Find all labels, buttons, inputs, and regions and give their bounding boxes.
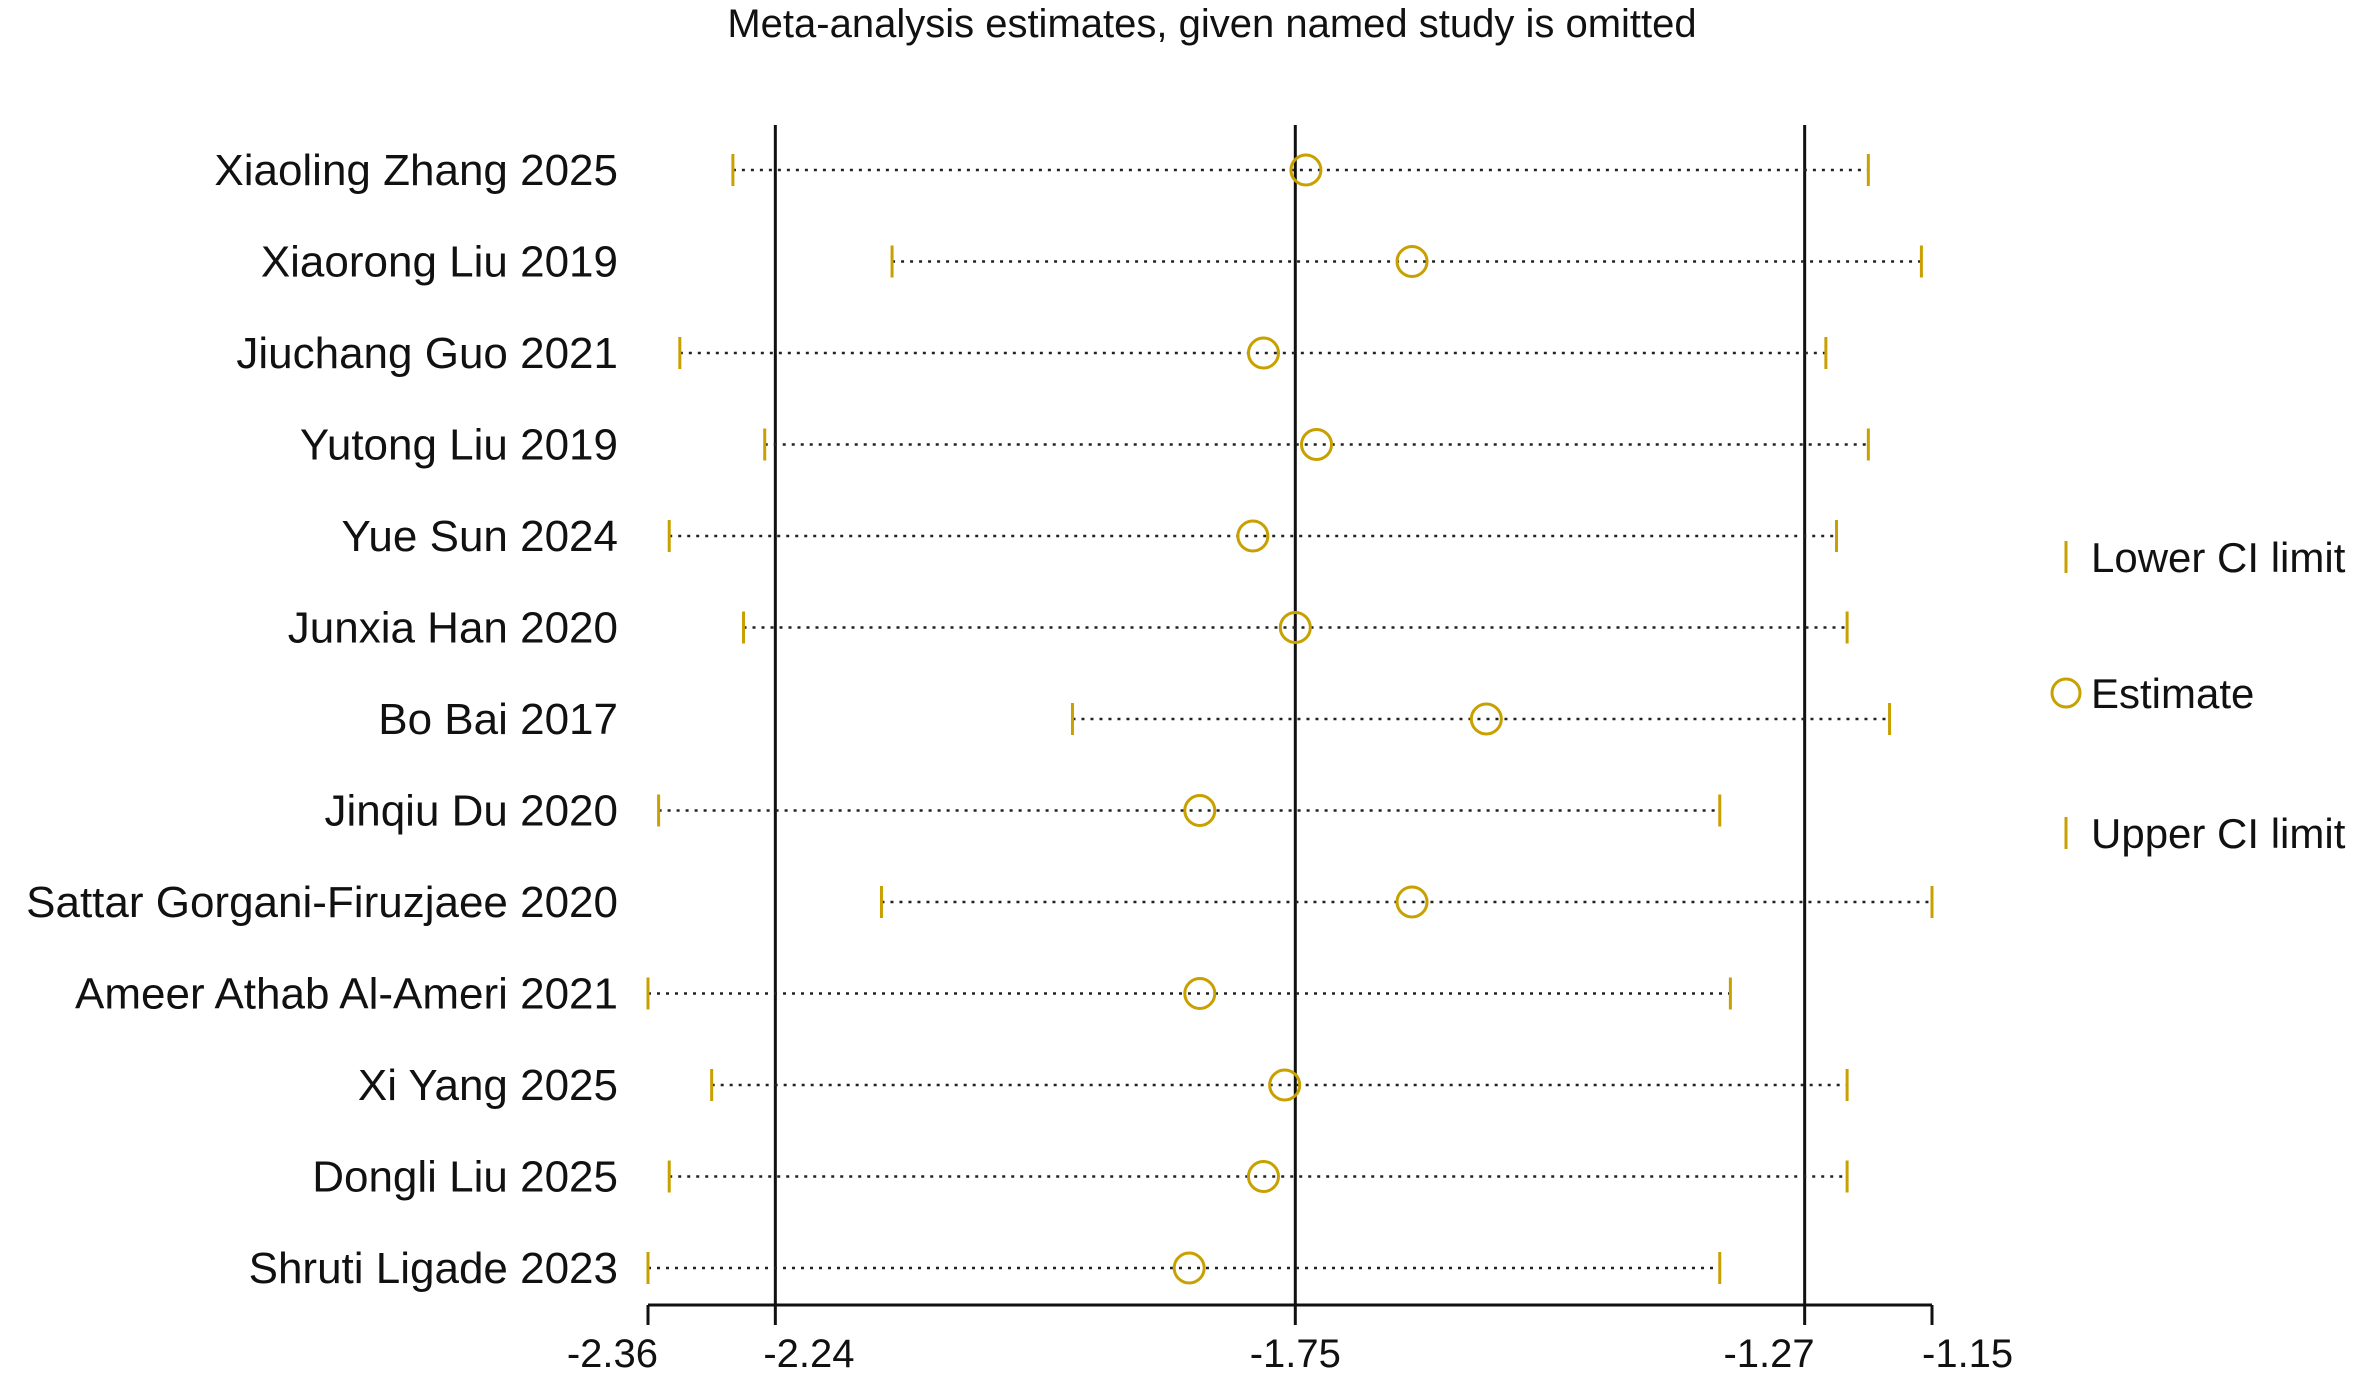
chart-title: Meta-analysis estimates, given named stu… bbox=[727, 2, 1696, 46]
legend: Lower CI limit Estimate Upper CI limit bbox=[2050, 534, 2346, 857]
legend-label: Estimate bbox=[2091, 670, 2254, 717]
study-label: Shruti Ligade 2023 bbox=[249, 1244, 618, 1293]
estimate-marker bbox=[1268, 1068, 1302, 1102]
estimate-marker bbox=[1278, 611, 1312, 644]
estimate-marker bbox=[1236, 519, 1270, 553]
estimate-marker bbox=[1183, 794, 1217, 827]
x-tick-label: -2.36 bbox=[567, 1332, 658, 1375]
x-tick-label: -1.75 bbox=[1250, 1332, 1341, 1375]
study-label: Junxia Han 2020 bbox=[288, 604, 618, 653]
x-tick-label: -1.15 bbox=[1922, 1332, 2013, 1375]
legend-label: Upper CI limit bbox=[2091, 810, 2346, 857]
legend-estimate-marker bbox=[2050, 677, 2082, 709]
study-label: Sattar Gorgani-Firuzjaee 2020 bbox=[26, 878, 618, 927]
legend-label: Lower CI limit bbox=[2091, 534, 2346, 581]
x-tick-label: -2.24 bbox=[763, 1332, 854, 1375]
estimate-marker bbox=[1246, 1160, 1280, 1193]
plot-area: Xiaoling Zhang 2025 Xiaorong Liu 2019 Jiuc… bbox=[26, 125, 2013, 1375]
study-label: Xi Yang 2025 bbox=[358, 1061, 618, 1110]
study-label: Jinqiu Du 2020 bbox=[324, 787, 618, 836]
estimate-marker bbox=[1172, 1251, 1206, 1285]
estimate-marker bbox=[1395, 885, 1429, 919]
study-label: Yue Sun 2024 bbox=[342, 512, 618, 561]
study-label: Bo Bai 2017 bbox=[378, 695, 618, 744]
study-label: Jiuchang Guo 2021 bbox=[236, 329, 618, 378]
study-label: Xiaoling Zhang 2025 bbox=[214, 146, 618, 195]
estimate-marker bbox=[1469, 702, 1503, 736]
estimate-marker bbox=[1289, 153, 1323, 187]
study-label: Ameer Athab Al-Ameri 2021 bbox=[75, 970, 618, 1019]
study-label: Yutong Liu 2019 bbox=[300, 421, 618, 470]
estimate-marker bbox=[1183, 977, 1217, 1010]
x-tick-label: -1.27 bbox=[1723, 1332, 1814, 1375]
estimate-marker bbox=[1300, 428, 1334, 461]
estimate-marker bbox=[1395, 245, 1429, 278]
study-label: Dongli Liu 2025 bbox=[312, 1153, 618, 1202]
estimate-marker bbox=[1246, 336, 1280, 370]
study-label: Xiaorong Liu 2019 bbox=[261, 238, 618, 287]
